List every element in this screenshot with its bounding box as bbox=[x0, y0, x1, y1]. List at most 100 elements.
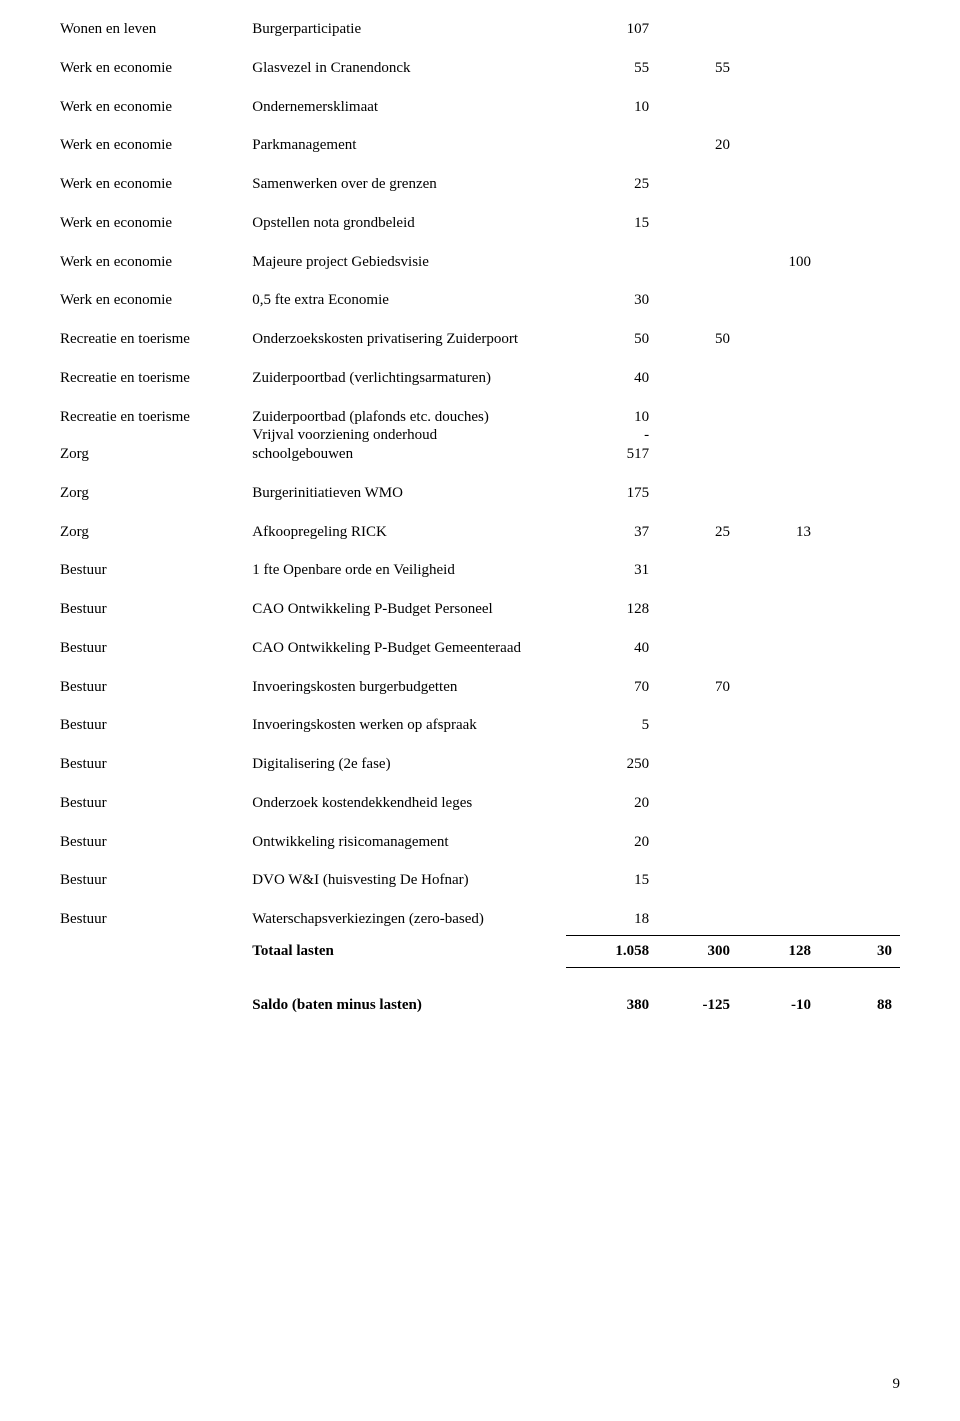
cell-category: Werk en economie bbox=[60, 98, 252, 117]
table-row: Bestuur Invoeringskosten werken op afspr… bbox=[60, 716, 900, 735]
cell-category: Werk en economie bbox=[60, 214, 252, 233]
table-row: Recreatie en toerisme Onderzoekskosten p… bbox=[60, 330, 900, 349]
cell-description: Onderzoekskosten privatisering Zuiderpoo… bbox=[252, 330, 566, 349]
cell-category: Recreatie en toerisme bbox=[60, 330, 252, 349]
cell-value: 70 bbox=[657, 678, 738, 697]
cell-category: Zorg bbox=[60, 484, 252, 503]
saldo-label: Saldo (baten minus lasten) bbox=[252, 996, 566, 1015]
cell-description: Digitalisering (2e fase) bbox=[252, 755, 566, 774]
cell-description: Parkmanagement bbox=[252, 136, 566, 155]
table-row: Werk en economie Samenwerken over de gre… bbox=[60, 175, 900, 194]
cell-value-line: 517 bbox=[566, 445, 649, 464]
cell-value: 10 - 517 bbox=[566, 408, 657, 464]
cell-category: Werk en economie bbox=[60, 253, 252, 272]
cell-value: 5 bbox=[566, 716, 657, 735]
cell-description: Onderzoek kostendekkendheid leges bbox=[252, 794, 566, 813]
cell-value: 40 bbox=[566, 639, 657, 658]
table-row: Bestuur 1 fte Openbare orde en Veilighei… bbox=[60, 561, 900, 580]
table-row: Bestuur Ontwikkeling risicomanagement 20 bbox=[60, 833, 900, 852]
table-row: Werk en economie Opstellen nota grondbel… bbox=[60, 214, 900, 233]
cell-value: 88 bbox=[819, 996, 900, 1015]
cell-value: 70 bbox=[566, 678, 657, 697]
cell-value: -125 bbox=[657, 996, 738, 1015]
cell-description: Afkoopregeling RICK bbox=[252, 523, 566, 542]
divider bbox=[60, 929, 900, 936]
cell-value: 107 bbox=[566, 20, 657, 39]
table-row: Bestuur Invoeringskosten burgerbudgetten… bbox=[60, 678, 900, 697]
cell-description-line: schoolgebouwen bbox=[252, 445, 566, 464]
table-row: Bestuur Onderzoek kostendekkendheid lege… bbox=[60, 794, 900, 813]
table-row: Werk en economie 0,5 fte extra Economie … bbox=[60, 291, 900, 310]
cell-value bbox=[657, 20, 738, 39]
cell-description: 1 fte Openbare orde en Veiligheid bbox=[252, 561, 566, 580]
cell-value: 50 bbox=[657, 330, 738, 349]
cell-description: DVO W&I (huisvesting De Hofnar) bbox=[252, 871, 566, 890]
cell-description: Invoeringskosten burgerbudgetten bbox=[252, 678, 566, 697]
totaal-label: Totaal lasten bbox=[252, 942, 566, 961]
cell-description: Burgerparticipatie bbox=[252, 20, 566, 39]
cell-category: Zorg bbox=[60, 523, 252, 542]
cell-category-line: Zorg bbox=[60, 445, 252, 464]
cell-description: Zuiderpoortbad (plafonds etc. douches) V… bbox=[252, 408, 566, 464]
cell-description: Majeure project Gebiedsvisie bbox=[252, 253, 566, 272]
cell-category: Bestuur bbox=[60, 794, 252, 813]
table-row: Werk en economie Ondernemersklimaat 10 bbox=[60, 98, 900, 117]
cell-description: Samenwerken over de grenzen bbox=[252, 175, 566, 194]
table-row: Werk en economie Glasvezel in Cranendonc… bbox=[60, 59, 900, 78]
cell-value: 20 bbox=[566, 794, 657, 813]
cell-value: 55 bbox=[566, 59, 657, 78]
cell-value: 1.058 bbox=[566, 942, 657, 961]
budget-table: Wonen en leven Burgerparticipatie 107 We… bbox=[60, 20, 900, 1014]
cell-value: 175 bbox=[566, 484, 657, 503]
cell-value: 300 bbox=[657, 942, 738, 961]
table-row: Bestuur Digitalisering (2e fase) 250 bbox=[60, 755, 900, 774]
divider bbox=[60, 961, 900, 968]
cell-description: CAO Ontwikkeling P-Budget Gemeenteraad bbox=[252, 639, 566, 658]
cell-category: Werk en economie bbox=[60, 291, 252, 310]
cell-category: Recreatie en toerisme bbox=[60, 369, 252, 388]
cell-value: 20 bbox=[566, 833, 657, 852]
cell-category: Werk en economie bbox=[60, 175, 252, 194]
cell-value bbox=[738, 20, 819, 39]
table-row: Bestuur DVO W&I (huisvesting De Hofnar) … bbox=[60, 871, 900, 890]
cell-description: Zuiderpoortbad (verlichtingsarmaturen) bbox=[252, 369, 566, 388]
cell-description: CAO Ontwikkeling P-Budget Personeel bbox=[252, 600, 566, 619]
cell-category: Bestuur bbox=[60, 833, 252, 852]
cell-value: 31 bbox=[566, 561, 657, 580]
cell-value: 15 bbox=[566, 214, 657, 233]
cell-description: Burgerinitiatieven WMO bbox=[252, 484, 566, 503]
cell-value: 250 bbox=[566, 755, 657, 774]
cell-value: 25 bbox=[657, 523, 738, 542]
cell-value: 380 bbox=[566, 996, 657, 1015]
cell-value: 20 bbox=[657, 136, 738, 155]
cell-value: 15 bbox=[566, 871, 657, 890]
table-row: Zorg Afkoopregeling RICK 37 25 13 bbox=[60, 523, 900, 542]
table-row: Recreatie en toerisme Zorg Zuiderpoortba… bbox=[60, 408, 900, 464]
cell-value: 25 bbox=[566, 175, 657, 194]
cell-value-line: - bbox=[566, 426, 649, 445]
cell-category: Bestuur bbox=[60, 678, 252, 697]
table-row: Bestuur CAO Ontwikkeling P-Budget Gemeen… bbox=[60, 639, 900, 658]
page-number: 9 bbox=[893, 1376, 901, 1393]
table-row: Bestuur Waterschapsverkiezingen (zero-ba… bbox=[60, 910, 900, 929]
cell-description: Ondernemersklimaat bbox=[252, 98, 566, 117]
cell-value: 55 bbox=[657, 59, 738, 78]
cell-description: Ontwikkeling risicomanagement bbox=[252, 833, 566, 852]
cell-category: Bestuur bbox=[60, 871, 252, 890]
table-row: Recreatie en toerisme Zuiderpoortbad (ve… bbox=[60, 369, 900, 388]
cell-value: -10 bbox=[738, 996, 819, 1015]
cell-description: 0,5 fte extra Economie bbox=[252, 291, 566, 310]
page: Wonen en leven Burgerparticipatie 107 We… bbox=[0, 0, 960, 1421]
cell-value: 10 bbox=[566, 98, 657, 117]
cell-value: 128 bbox=[738, 942, 819, 961]
table-row: Werk en economie Majeure project Gebieds… bbox=[60, 253, 900, 272]
cell-value: 40 bbox=[566, 369, 657, 388]
table-row: Zorg Burgerinitiatieven WMO 175 bbox=[60, 484, 900, 503]
cell-category: Werk en economie bbox=[60, 59, 252, 78]
cell-category: Bestuur bbox=[60, 910, 252, 929]
cell-value: 128 bbox=[566, 600, 657, 619]
cell-value-line: 10 bbox=[566, 408, 649, 427]
cell-category: Wonen en leven bbox=[60, 20, 252, 39]
cell-description: Glasvezel in Cranendonck bbox=[252, 59, 566, 78]
cell-category: Werk en economie bbox=[60, 136, 252, 155]
